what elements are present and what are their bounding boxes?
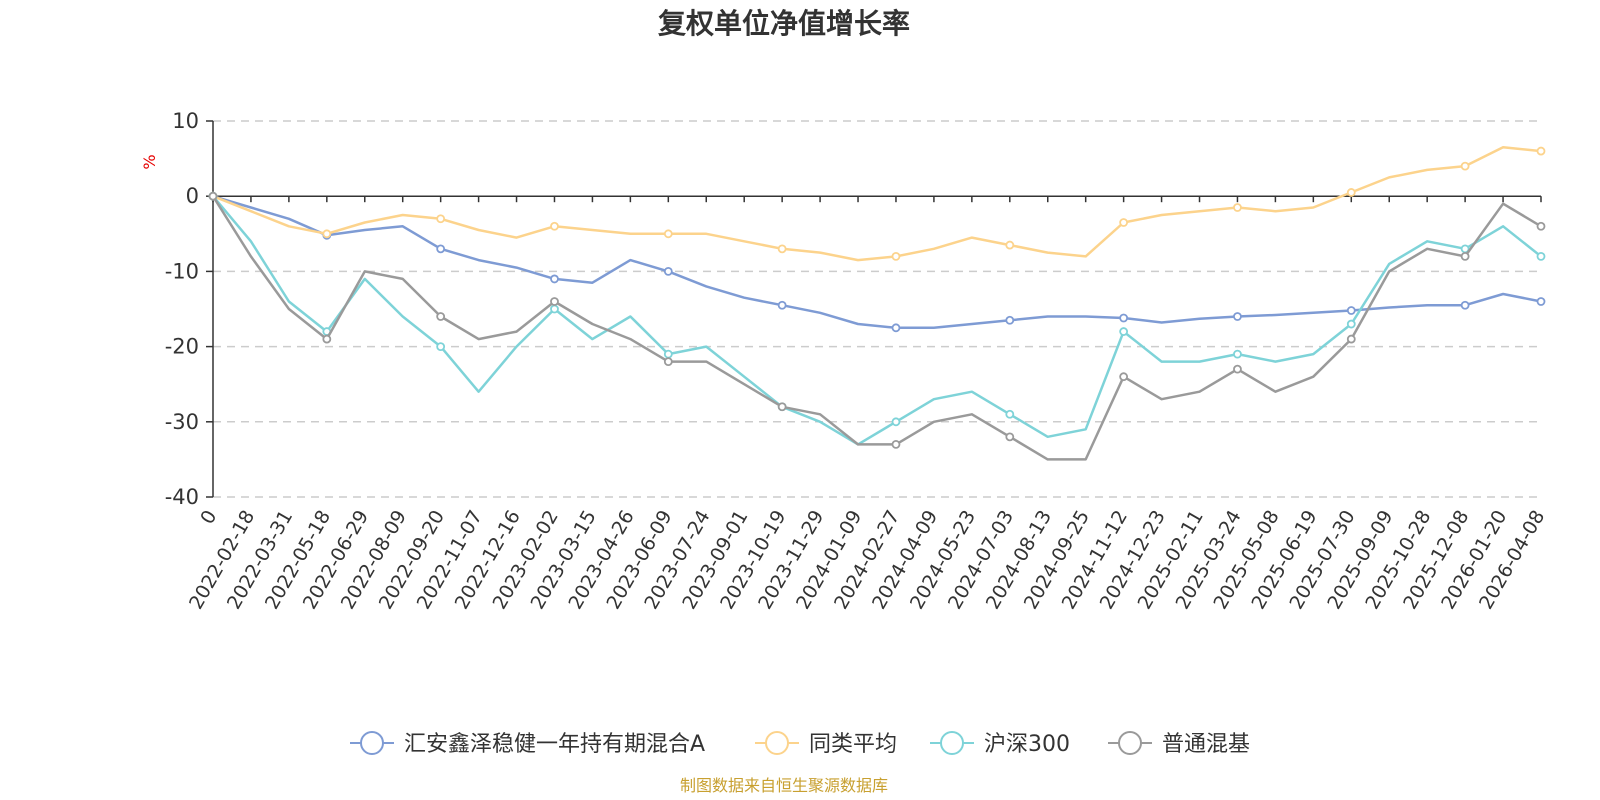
y-axis-unit: % <box>140 154 159 169</box>
y-tick-label: 0 <box>186 184 199 208</box>
legend-label: 同类平均 <box>809 732 897 757</box>
legend-swatch-circle <box>1118 731 1142 755</box>
grid-lines <box>213 120 1541 498</box>
series-line-2 <box>212 195 1542 446</box>
y-tick-label: -40 <box>165 485 199 509</box>
series-2-point <box>436 342 446 352</box>
series-0-point <box>777 300 787 310</box>
legend-item-1[interactable]: 同类平均 <box>755 731 897 757</box>
series-2-point <box>550 304 559 314</box>
series-3-point <box>1233 364 1242 374</box>
series-0-point <box>891 323 901 333</box>
series-2-point <box>1346 319 1356 329</box>
series-3-point <box>550 297 559 306</box>
series-1-point <box>1233 203 1242 212</box>
series-1-point <box>1536 146 1546 156</box>
series-1-point <box>663 229 673 239</box>
y-tick-label: -10 <box>165 259 199 283</box>
series-0-point <box>436 244 446 254</box>
series-3-point <box>1119 372 1129 382</box>
series-3-point <box>1346 334 1356 344</box>
series-0-point <box>1233 312 1242 321</box>
series-2-point <box>1536 251 1546 261</box>
series-1-point <box>1005 240 1015 250</box>
y-tick-label: 10 <box>172 109 199 133</box>
series-2-point <box>891 417 901 427</box>
series-0-point <box>1119 313 1129 323</box>
series-3-point <box>1536 221 1546 231</box>
series-0-point <box>663 266 673 276</box>
series-3-point <box>777 402 787 412</box>
legend[interactable]: 汇安鑫泽稳健一年持有期混合A 同类平均 沪深300 普通混基 <box>350 731 1250 757</box>
legend-swatch-circle <box>940 731 964 755</box>
series-2-point <box>663 349 673 359</box>
series-1-point <box>550 221 559 231</box>
legend-item-2[interactable]: 沪深300 <box>930 731 1070 757</box>
series-1-point <box>1346 188 1356 197</box>
series-2-point <box>1119 327 1129 336</box>
y-axis-ticks: 10 0 -10 -20 -30 -40 <box>165 109 213 509</box>
legend-swatch-circle <box>360 731 384 755</box>
series-1-point <box>1460 161 1470 171</box>
series-3-point <box>1460 251 1470 261</box>
series-3-point <box>208 191 218 201</box>
series-2-point <box>1005 409 1015 419</box>
series-line-1 <box>212 146 1542 262</box>
chart-title: 复权单位净值增长率 <box>658 7 910 40</box>
series-3-point <box>1005 432 1015 442</box>
series-1-point <box>322 229 332 239</box>
x-tick-label: 0 <box>196 507 221 528</box>
legend-swatch-circle <box>765 731 789 755</box>
x-axis-ticks: 02022-02-182022-03-312022-05-182022-06-2… <box>185 506 1549 613</box>
series-0-point <box>1536 297 1546 306</box>
series-1-point <box>1119 218 1129 227</box>
legend-item-3[interactable]: 普通混基 <box>1108 731 1250 757</box>
series-3-point <box>891 439 901 449</box>
series-line-0 <box>212 195 1542 330</box>
series-3-point <box>663 357 673 367</box>
series-1-point <box>891 251 901 261</box>
series-2-point <box>1233 349 1242 359</box>
legend-label: 汇安鑫泽稳健一年持有期混合A <box>404 732 705 757</box>
series-0-point <box>1005 315 1015 325</box>
series-0-point <box>1460 300 1470 310</box>
data-source-note: 制图数据来自恒生聚源数据库 <box>680 776 888 795</box>
series-1-point <box>777 244 787 254</box>
series-0-point <box>1346 306 1356 315</box>
y-tick-label: -20 <box>165 335 199 359</box>
series-3-point <box>322 334 332 344</box>
series-1-point <box>436 214 446 224</box>
series-line-3 <box>211 195 1542 461</box>
y-tick-label: -30 <box>165 410 199 434</box>
legend-label: 普通混基 <box>1162 732 1250 757</box>
legend-item-0[interactable]: 汇安鑫泽稳健一年持有期混合A <box>350 731 705 757</box>
series-3-point <box>436 312 446 321</box>
series-lines <box>208 146 1546 461</box>
axes <box>212 121 1542 497</box>
legend-label: 沪深300 <box>984 732 1070 757</box>
series-0-point <box>550 274 559 284</box>
